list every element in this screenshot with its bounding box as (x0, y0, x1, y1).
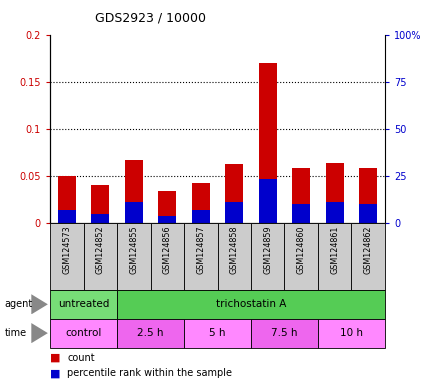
Bar (224, 164, 243, 223)
Text: count: count (67, 353, 95, 363)
Text: ■: ■ (50, 353, 60, 363)
Bar (284, 223, 317, 290)
Bar (184, 223, 217, 290)
Bar (317, 223, 351, 290)
Text: GSM124855: GSM124855 (129, 225, 138, 274)
Bar (351, 223, 384, 290)
Polygon shape (31, 294, 48, 314)
Bar (325, 202, 343, 223)
Bar (258, 63, 276, 223)
Polygon shape (31, 323, 48, 343)
Bar (83, 223, 117, 290)
Bar (317, 319, 384, 348)
Bar (184, 319, 250, 348)
Text: 7.5 h: 7.5 h (271, 328, 297, 338)
Text: percentile rank within the sample: percentile rank within the sample (67, 368, 232, 379)
Text: 10 h: 10 h (339, 328, 362, 338)
Text: trichostatin A: trichostatin A (215, 299, 286, 310)
Bar (91, 185, 109, 223)
Bar (117, 319, 184, 348)
Text: GSM124860: GSM124860 (296, 225, 305, 274)
Bar (358, 168, 377, 223)
Bar (250, 319, 317, 348)
Text: GSM124861: GSM124861 (329, 225, 339, 274)
Bar (217, 223, 250, 290)
Bar (224, 202, 243, 223)
Bar (191, 210, 210, 223)
Bar (358, 204, 377, 223)
Text: GSM124856: GSM124856 (162, 225, 171, 274)
Bar (50, 319, 117, 348)
Text: time: time (4, 328, 26, 338)
Text: GSM124859: GSM124859 (263, 225, 272, 274)
Bar (291, 168, 310, 223)
Bar (57, 210, 76, 223)
Bar (50, 290, 117, 319)
Bar (191, 183, 210, 223)
Text: agent: agent (4, 299, 33, 310)
Bar (117, 290, 384, 319)
Bar (124, 202, 143, 223)
Bar (50, 223, 83, 290)
Text: 5 h: 5 h (209, 328, 225, 338)
Text: ■: ■ (50, 368, 60, 379)
Text: 2.5 h: 2.5 h (137, 328, 163, 338)
Bar (250, 223, 284, 290)
Text: GSM124862: GSM124862 (363, 225, 372, 274)
Text: untreated: untreated (58, 299, 109, 310)
Bar (91, 214, 109, 223)
Bar (150, 223, 184, 290)
Text: GSM124573: GSM124573 (62, 225, 71, 274)
Bar (57, 176, 76, 223)
Bar (258, 179, 276, 223)
Bar (291, 204, 310, 223)
Bar (117, 223, 150, 290)
Text: GSM124857: GSM124857 (196, 225, 205, 274)
Text: GSM124858: GSM124858 (229, 225, 238, 274)
Bar (325, 164, 343, 223)
Bar (124, 160, 143, 223)
Bar (158, 216, 176, 223)
Text: GDS2923 / 10000: GDS2923 / 10000 (95, 12, 206, 25)
Bar (158, 191, 176, 223)
Text: control: control (65, 328, 102, 338)
Text: GSM124852: GSM124852 (95, 225, 105, 274)
